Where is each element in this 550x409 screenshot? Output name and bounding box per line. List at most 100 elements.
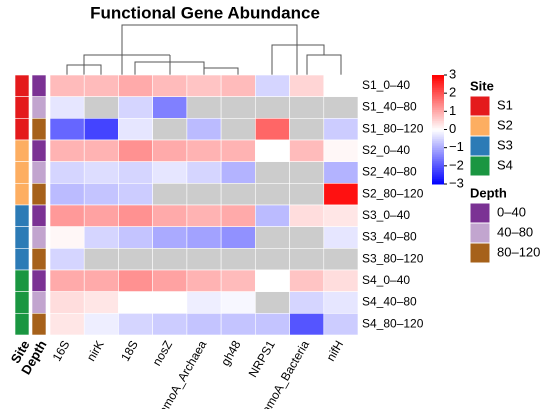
heatmap-cell <box>289 139 325 162</box>
legend-label: 0–40 <box>497 204 526 219</box>
heatmap-cell <box>118 118 153 141</box>
heatmap-cell <box>186 74 222 97</box>
heatmap-cell <box>323 118 359 141</box>
heatmap-cell <box>118 161 153 184</box>
heatmap-cell <box>323 313 359 336</box>
heatmap-cell <box>255 74 290 97</box>
colorbar-step <box>432 174 444 178</box>
heatmap-cell <box>289 269 325 292</box>
legend-label: S3 <box>497 137 513 152</box>
column-label: 18S <box>118 338 141 363</box>
heatmap-cell <box>186 183 222 206</box>
heatmap-cell <box>49 269 85 292</box>
heatmap-cell <box>49 204 85 227</box>
colorbar-step <box>432 167 444 170</box>
colorbar-step <box>432 109 444 112</box>
heatmap-cell <box>186 161 222 184</box>
annotation-cell <box>31 313 47 336</box>
heatmap-cell <box>289 118 325 141</box>
annotation-cell <box>14 74 30 97</box>
heatmap-cell <box>186 118 222 141</box>
row-label: S2_40–80 <box>362 165 417 179</box>
colorbar-step <box>432 105 444 109</box>
colorbar-tick-label: 0 <box>449 121 456 136</box>
legend-swatch <box>469 95 491 117</box>
heatmap-cell <box>220 204 256 227</box>
heatmap-cell <box>323 96 359 119</box>
heatmap-cell <box>49 74 85 97</box>
heatmap-cell <box>152 204 188 227</box>
annotation-cell <box>14 96 30 119</box>
legend-label: 80–120 <box>497 244 540 259</box>
colorbar-step <box>432 127 444 130</box>
heatmap-cell <box>186 269 222 292</box>
heatmap-cell <box>152 226 188 249</box>
colorbar-step <box>432 151 444 154</box>
colorbar-step <box>432 138 444 141</box>
colorbar-step <box>432 142 444 145</box>
heatmap-cell <box>289 96 325 119</box>
heatmap-cell <box>118 204 153 227</box>
legend-label: 40–80 <box>497 224 533 239</box>
legend-swatch <box>469 222 491 244</box>
heatmap-cell <box>289 313 325 336</box>
annotation-cell <box>31 74 47 97</box>
heatmap-cell <box>152 269 188 292</box>
row-label: S3_80–120 <box>362 251 424 265</box>
colorbar-step <box>432 111 444 114</box>
heatmap-cell <box>49 96 85 119</box>
dendrogram-root <box>121 24 298 75</box>
colorbar-step <box>432 136 444 140</box>
heatmap-cell <box>255 183 290 206</box>
heatmap-cell <box>289 74 325 97</box>
heatmap-cell <box>255 291 290 314</box>
heatmap-cell <box>118 248 153 271</box>
heatmap-cell <box>255 248 290 271</box>
heatmap-cell <box>289 226 325 249</box>
heatmap-cell <box>83 248 119 271</box>
heatmap-cell <box>289 291 325 314</box>
colorbar-step <box>432 153 444 156</box>
row-label: S3_0–40 <box>362 208 410 222</box>
colorbar-step <box>432 102 444 105</box>
heatmap-cell <box>323 248 359 271</box>
colorbar-step <box>432 91 444 94</box>
dendrogram-branch <box>83 54 170 75</box>
heatmap-cell <box>186 204 222 227</box>
heatmap-cell <box>83 183 119 206</box>
colorbar-tick-label: 1 <box>449 103 456 118</box>
row-label: S2_80–120 <box>362 186 424 200</box>
colorbar-step <box>432 85 444 89</box>
heatmap-cell <box>49 118 85 141</box>
colorbar-step <box>432 75 444 78</box>
colorbar-step <box>432 87 444 91</box>
heatmap-cell <box>152 248 188 271</box>
heatmap-cell <box>255 139 290 162</box>
heatmap-cell <box>255 313 290 336</box>
heatmap-cell <box>220 118 256 141</box>
annotation-cell <box>14 183 30 206</box>
heatmap-cell <box>186 291 222 314</box>
colorbar-step <box>432 93 444 96</box>
column-label: nifH <box>323 338 346 363</box>
colorbar-step <box>432 171 444 174</box>
colorbar-step <box>432 158 444 161</box>
heatmap-cell <box>186 139 222 162</box>
colorbar-step <box>432 120 444 123</box>
colorbar-step <box>432 104 444 107</box>
heatmap-cell <box>220 269 256 292</box>
legend-label: S1 <box>497 97 513 112</box>
annotation-cell <box>14 313 30 336</box>
chart-title: Functional Gene Abundance <box>90 3 320 22</box>
heatmap-cell <box>220 139 256 162</box>
heatmap-cell <box>186 248 222 271</box>
colorbar-step <box>432 94 444 98</box>
heatmap-cell <box>152 139 188 162</box>
colorbar-step <box>432 116 444 120</box>
heatmap-cell <box>220 96 256 119</box>
heatmap-cell <box>255 226 290 249</box>
dendrogram-branch <box>271 44 325 75</box>
colorbar-step <box>432 124 444 127</box>
colorbar-step <box>432 125 444 129</box>
